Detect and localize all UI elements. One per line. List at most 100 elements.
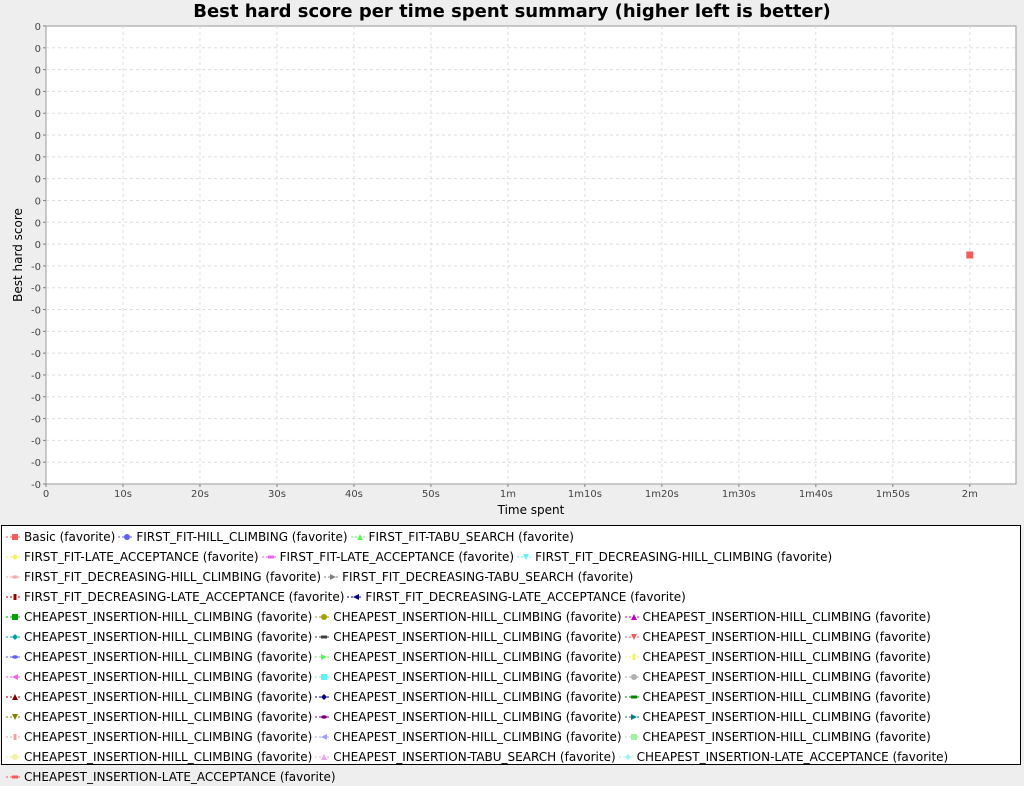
legend-marker-icon — [6, 614, 20, 620]
legend-marker-shape — [630, 734, 637, 740]
legend-label: CHEAPEST_INSERTION-HILL_CLIMBING (favori… — [333, 710, 622, 724]
legend-entry: CHEAPEST_INSERTION-HILL_CLIMBING (favori… — [624, 670, 931, 684]
legend-entry: CHEAPEST_INSERTION-HILL_CLIMBING (favori… — [315, 610, 622, 624]
legend-marker-icon — [6, 534, 20, 540]
legend-marker-shape — [630, 634, 637, 640]
legend-entry: CHEAPEST_INSERTION-HILL_CLIMBING (favori… — [315, 710, 622, 724]
legend-entry: CHEAPEST_INSERTION-HILL_CLIMBING (favori… — [624, 610, 931, 624]
legend-entry: FIRST_FIT_DECREASING-LATE_ACCEPTANCE (fa… — [6, 590, 344, 604]
x-axis-label: Time spent — [497, 503, 565, 517]
legend-label: CHEAPEST_INSERTION-HILL_CLIMBING (favori… — [24, 690, 313, 704]
legend-marker-shape — [12, 614, 18, 620]
y-tick-label: 0 — [35, 196, 41, 207]
legend-entry: CHEAPEST_INSERTION-HILL_CLIMBING (favori… — [624, 630, 931, 644]
legend-label: CHEAPEST_INSERTION-HILL_CLIMBING (favori… — [333, 610, 622, 624]
legend-marker-shape — [12, 754, 18, 760]
y-tick-label: -0 — [31, 436, 41, 447]
legend-marker-icon — [315, 694, 330, 700]
y-tick-label: 0 — [35, 109, 41, 120]
legend-marker-shape — [321, 654, 328, 660]
legend-entry: CHEAPEST_INSERTION-HILL_CLIMBING (favori… — [6, 670, 312, 684]
legend-label: CHEAPEST_INSERTION-HILL_CLIMBING (favori… — [24, 750, 313, 764]
legend-marker-shape — [12, 634, 18, 640]
legend-marker-icon — [624, 714, 639, 720]
legend-marker-shape — [267, 555, 274, 559]
legend-entry: FIRST_FIT_DECREASING-LATE_ACCEPTANCE (fa… — [347, 590, 686, 604]
x-tick-label: 40s — [345, 489, 363, 500]
x-tick-label: 1m10s — [568, 489, 602, 500]
legend-marker-icon — [315, 734, 330, 740]
x-tick-label: 1m50s — [876, 489, 910, 500]
plot-background — [45, 25, 1017, 485]
x-tick-label: 50s — [422, 489, 440, 500]
legend-marker-shape — [124, 534, 131, 540]
legend-label: CHEAPEST_INSERTION-HILL_CLIMBING (favori… — [642, 730, 931, 744]
legend-label: FIRST_FIT-TABU_SEARCH (favorite) — [368, 530, 574, 544]
legend-marker-icon — [6, 754, 20, 760]
y-axis-label: Best hard score — [11, 208, 25, 302]
legend-row: CHEAPEST_INSERTION-HILL_CLIMBING (favori… — [6, 668, 934, 686]
y-tick-label: 0 — [35, 218, 41, 229]
legend-label: CHEAPEST_INSERTION-HILL_CLIMBING (favori… — [24, 670, 313, 684]
legend-entry: CHEAPEST_INSERTION-LATE_ACCEPTANCE (favo… — [6, 770, 336, 784]
legend-row: FIRST_FIT_DECREASING-HILL_CLIMBING (favo… — [6, 568, 636, 586]
legend-marker-icon — [118, 534, 133, 540]
legend-marker-shape — [321, 694, 328, 700]
legend-marker-shape — [630, 695, 637, 699]
legend-label: CHEAPEST_INSERTION-HILL_CLIMBING (favori… — [333, 650, 622, 664]
legend-marker-shape — [321, 635, 328, 639]
data-point — [966, 251, 974, 259]
legend-entry: CHEAPEST_INSERTION-HILL_CLIMBING (favori… — [315, 690, 622, 704]
y-tick-label: -0 — [31, 393, 41, 404]
legend-entry: CHEAPEST_INSERTION-HILL_CLIMBING (favori… — [624, 730, 931, 744]
legend-entry: CHEAPEST_INSERTION-HILL_CLIMBING (favori… — [315, 630, 622, 644]
legend-marker-icon — [315, 754, 330, 760]
legend-row: CHEAPEST_INSERTION-HILL_CLIMBING (favori… — [6, 748, 951, 766]
legend-label: CHEAPEST_INSERTION-HILL_CLIMBING (favori… — [642, 670, 931, 684]
legend-label: CHEAPEST_INSERTION-HILL_CLIMBING (favori… — [24, 710, 313, 724]
legend-marker-icon — [6, 655, 20, 659]
legend-marker-icon — [6, 554, 20, 560]
legend-entry: CHEAPEST_INSERTION-HILL_CLIMBING (favori… — [315, 730, 622, 744]
legend-label: CHEAPEST_INSERTION-HILL_CLIMBING (favori… — [642, 610, 931, 624]
legend-row: CHEAPEST_INSERTION-HILL_CLIMBING (favori… — [6, 648, 934, 666]
legend-entry: CHEAPEST_INSERTION-TABU_SEARCH (favorite… — [315, 750, 616, 764]
legend-row: CHEAPEST_INSERTION-HILL_CLIMBING (favori… — [6, 728, 934, 746]
legend-row: FIRST_FIT_DECREASING-LATE_ACCEPTANCE (fa… — [6, 588, 689, 606]
legend: Basic (favorite) FIRST_FIT-HILL_CLIMBING … — [1, 525, 1021, 784]
x-tick-label: 1m40s — [799, 489, 833, 500]
legend-entry: CHEAPEST_INSERTION-HILL_CLIMBING (favori… — [6, 730, 312, 744]
legend-marker-shape — [12, 534, 18, 540]
legend-marker-shape — [12, 694, 18, 700]
legend-marker-shape — [630, 714, 637, 720]
legend-label: CHEAPEST_INSERTION-HILL_CLIMBING (favori… — [642, 690, 931, 704]
legend-marker-shape — [12, 554, 18, 560]
y-tick-label: -0 — [31, 262, 41, 273]
legend-entry: CHEAPEST_INSERTION-HILL_CLIMBING (favori… — [315, 670, 622, 684]
legend-entry: CHEAPEST_INSERTION-HILL_CLIMBING (favori… — [6, 610, 312, 624]
legend-marker-icon — [315, 614, 330, 620]
legend-marker-shape — [13, 594, 17, 600]
legend-marker-icon — [6, 674, 20, 680]
legend-label: CHEAPEST_INSERTION-HILL_CLIMBING (favori… — [642, 710, 931, 724]
legend-entry: FIRST_FIT-LATE_ACCEPTANCE (favorite) — [6, 550, 259, 564]
legend-row: CHEAPEST_INSERTION-LATE_ACCEPTANCE (favo… — [6, 768, 339, 786]
y-tick-label: -0 — [31, 284, 41, 295]
legend-marker-shape — [330, 574, 337, 580]
legend-marker-shape — [630, 674, 637, 680]
legend-entry: CHEAPEST_INSERTION-HILL_CLIMBING (favori… — [6, 650, 312, 664]
y-tick-label: 0 — [35, 44, 41, 55]
legend-marker-icon — [6, 714, 20, 720]
legend-marker-shape — [321, 734, 328, 740]
legend-marker-shape — [12, 674, 18, 680]
legend-label: CHEAPEST_INSERTION-HILL_CLIMBING (favori… — [642, 650, 931, 664]
legend-marker-shape — [353, 594, 360, 600]
legend-marker-shape — [12, 575, 18, 579]
legend-row: CHEAPEST_INSERTION-HILL_CLIMBING (favori… — [6, 708, 934, 726]
legend-marker-icon — [347, 594, 362, 600]
legend-entry: Basic (favorite) — [6, 530, 115, 544]
legend-label: CHEAPEST_INSERTION-LATE_ACCEPTANCE (favo… — [24, 770, 336, 784]
legend-label: FIRST_FIT_DECREASING-LATE_ACCEPTANCE (fa… — [24, 590, 345, 604]
y-tick-label: -0 — [31, 349, 41, 360]
